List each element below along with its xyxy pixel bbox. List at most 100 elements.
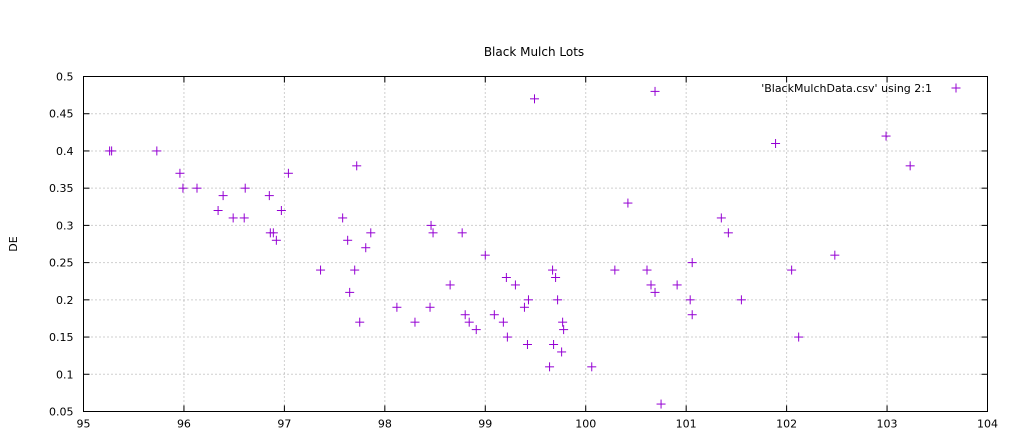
y-axis-label: DE xyxy=(7,236,20,251)
data-point xyxy=(881,131,891,141)
data-point xyxy=(522,340,532,349)
data-point xyxy=(687,310,697,320)
data-point xyxy=(218,191,228,201)
data-point xyxy=(489,310,499,320)
y-tick-label: 0.5 xyxy=(56,71,74,84)
data-point xyxy=(350,265,360,275)
data-point xyxy=(343,235,353,245)
data-point xyxy=(551,273,561,282)
data-point xyxy=(549,340,559,349)
y-tick-label: 0.35 xyxy=(49,182,74,195)
data-point xyxy=(460,310,470,320)
data-point xyxy=(271,235,281,245)
x-axis: 95 96 97 98 99 100 101 102 103 104 xyxy=(77,76,998,431)
y-tick-label: 0.05 xyxy=(49,406,74,419)
x-tick-label: 99 xyxy=(478,418,492,431)
data-point xyxy=(502,332,512,342)
data-point xyxy=(392,302,402,312)
data-point xyxy=(723,228,733,238)
data-point xyxy=(559,325,569,335)
data-point xyxy=(501,273,511,282)
data-point xyxy=(175,168,185,178)
x-tick-label: 98 xyxy=(378,418,392,431)
data-point xyxy=(716,213,726,223)
x-tick-label: 103 xyxy=(877,418,898,431)
data-point xyxy=(794,332,804,342)
x-tick-label: 97 xyxy=(277,418,291,431)
data-point xyxy=(557,347,567,357)
data-point xyxy=(107,146,117,156)
y-tick-label: 0.3 xyxy=(56,219,74,232)
data-point xyxy=(646,280,656,290)
data-point xyxy=(464,317,474,327)
x-tick-label: 104 xyxy=(977,418,998,431)
x-tick-label: 101 xyxy=(676,418,697,431)
data-point xyxy=(548,265,558,275)
data-point xyxy=(905,161,915,171)
legend-marker xyxy=(951,83,961,93)
x-tick-label: 102 xyxy=(776,418,797,431)
data-point xyxy=(426,220,436,230)
y-axis: 0.05 0.1 0.15 0.2 0.25 0.3 0.35 0.4 0.45 0.5 xyxy=(49,71,988,419)
data-point xyxy=(228,213,238,223)
data-point xyxy=(425,302,435,312)
chart-title: Black Mulch Lots xyxy=(484,45,584,59)
data-point xyxy=(771,139,781,148)
y-tick-label: 0.15 xyxy=(49,331,74,344)
y-tick-label: 0.2 xyxy=(56,294,74,307)
y-tick-label: 0.4 xyxy=(56,145,74,158)
data-point xyxy=(192,183,202,193)
data-points xyxy=(105,86,915,409)
data-point xyxy=(445,280,455,290)
legend-label: 'BlackMulchData.csv' using 2:1 xyxy=(761,82,932,95)
data-point xyxy=(471,325,481,335)
data-point xyxy=(480,250,490,260)
legend-marker-symbol xyxy=(951,83,961,93)
data-point xyxy=(428,228,438,238)
legend: 'BlackMulchData.csv' using 2:1 xyxy=(761,82,961,95)
data-point xyxy=(283,168,293,178)
data-point xyxy=(178,183,188,193)
data-point xyxy=(361,243,371,253)
data-point xyxy=(685,295,695,305)
data-point xyxy=(545,362,555,372)
data-point xyxy=(587,362,597,372)
data-point xyxy=(650,287,660,297)
data-point xyxy=(213,206,223,215)
data-point xyxy=(410,317,420,327)
data-point xyxy=(457,228,467,238)
data-point xyxy=(623,198,633,208)
y-tick-label: 0.25 xyxy=(49,257,74,270)
data-point xyxy=(519,302,529,312)
data-point xyxy=(239,213,249,223)
data-point xyxy=(642,265,652,275)
data-point xyxy=(316,265,326,275)
data-point xyxy=(650,86,660,96)
grid-lines xyxy=(83,76,988,412)
data-point xyxy=(268,228,278,238)
data-point xyxy=(529,94,539,104)
data-point xyxy=(510,280,520,290)
data-point xyxy=(352,161,362,171)
data-point xyxy=(498,317,508,327)
data-point xyxy=(152,146,162,156)
x-tick-label: 100 xyxy=(575,418,596,431)
data-point xyxy=(366,228,376,238)
y-tick-label: 0.1 xyxy=(56,368,74,381)
data-point xyxy=(736,295,746,305)
data-point xyxy=(276,206,286,215)
data-point xyxy=(558,317,568,327)
data-point xyxy=(787,265,797,275)
data-point xyxy=(264,191,274,201)
data-point xyxy=(656,399,666,409)
data-point xyxy=(553,295,563,305)
data-point xyxy=(830,250,840,260)
x-tick-label: 95 xyxy=(77,418,91,431)
data-point xyxy=(687,258,697,268)
data-point xyxy=(672,280,682,290)
y-tick-label: 0.45 xyxy=(49,108,74,121)
data-point xyxy=(523,295,533,305)
x-tick-label: 96 xyxy=(177,418,191,431)
data-point xyxy=(345,287,355,297)
